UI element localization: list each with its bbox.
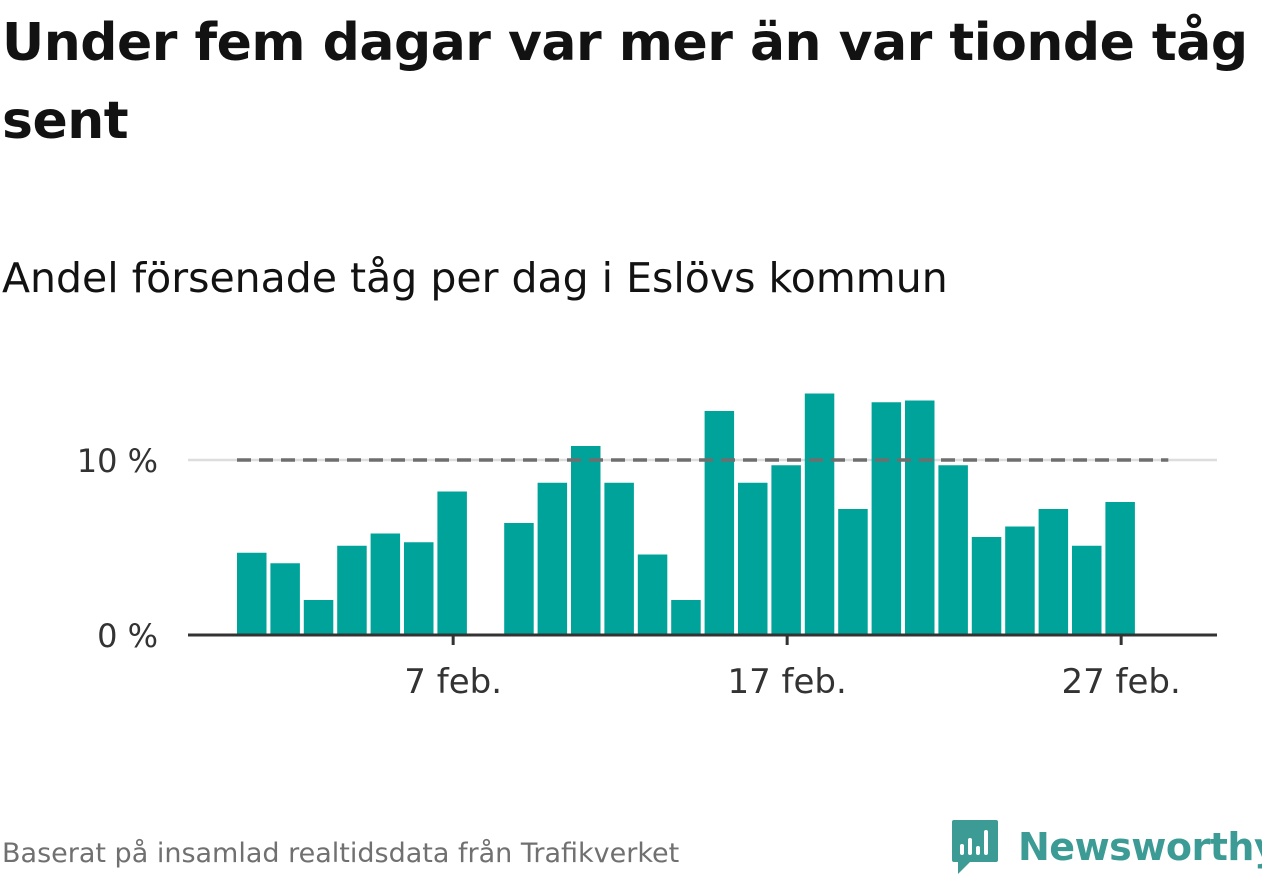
chart-title: Under fem dagar var mer än var tionde tå… xyxy=(2,13,1248,151)
x-tick-label: 7 feb. xyxy=(404,662,502,702)
brand-logo[interactable]: Newsworthy xyxy=(950,818,1262,876)
x-axis-labels: 7 feb. 17 feb. 27 feb. xyxy=(404,662,1181,702)
y-axis-labels: 0 % 10 % xyxy=(77,442,158,655)
y-tick-label: 10 % xyxy=(77,442,158,480)
bar[interactable] xyxy=(738,482,768,635)
bar[interactable] xyxy=(804,393,835,636)
bar[interactable] xyxy=(938,465,968,635)
bar[interactable] xyxy=(1105,502,1135,635)
source-note: Baserat på insamlad realtidsdata från Tr… xyxy=(2,838,680,869)
bar[interactable] xyxy=(971,537,1002,635)
bar[interactable] xyxy=(537,482,568,635)
bar[interactable] xyxy=(1005,526,1035,636)
bar[interactable] xyxy=(337,545,367,635)
x-axis xyxy=(188,633,1217,645)
bar[interactable] xyxy=(270,563,300,635)
bar[interactable] xyxy=(1072,545,1102,635)
bar[interactable] xyxy=(637,554,668,636)
y-tick-label: 0 % xyxy=(97,617,158,655)
bar[interactable] xyxy=(404,542,434,635)
bar[interactable] xyxy=(838,509,868,635)
bar[interactable] xyxy=(671,600,701,635)
bar[interactable] xyxy=(1038,509,1069,635)
bar[interactable] xyxy=(437,491,467,636)
bar[interactable] xyxy=(237,552,267,635)
x-tick-label: 27 feb. xyxy=(1061,662,1180,702)
brand-name: Newsworthy xyxy=(1018,825,1262,869)
bar[interactable] xyxy=(704,411,735,635)
bar-chart: 0 % 10 % 7 feb. 17 feb. 27 feb. xyxy=(77,393,1217,702)
bar[interactable] xyxy=(571,446,601,635)
newsworthy-logo-icon xyxy=(952,820,998,874)
bar[interactable] xyxy=(370,533,401,636)
bar[interactable] xyxy=(871,402,902,635)
x-tick-label: 17 feb. xyxy=(727,662,846,702)
bar[interactable] xyxy=(771,465,801,635)
bar[interactable] xyxy=(504,523,534,635)
bar[interactable] xyxy=(303,600,334,635)
bars xyxy=(237,393,1135,636)
bar[interactable] xyxy=(604,482,634,635)
chart-subtitle: Andel försenade tåg per dag i Eslövs kom… xyxy=(2,254,948,302)
bar[interactable] xyxy=(905,400,935,636)
